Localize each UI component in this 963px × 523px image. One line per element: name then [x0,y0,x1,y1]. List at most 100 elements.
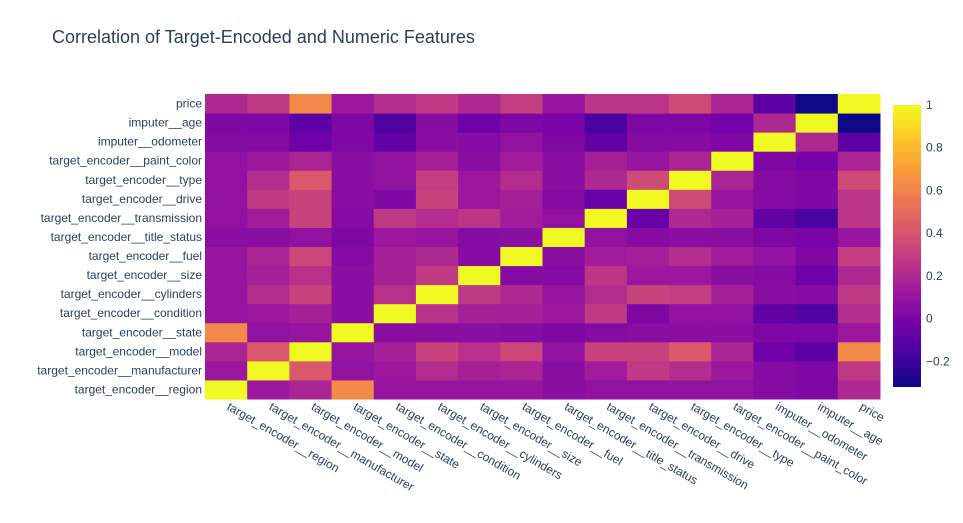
heatmap-cell [753,170,797,190]
heatmap-cell [205,94,248,114]
heatmap-cell [542,227,586,247]
heatmap-cell [458,132,501,152]
heatmap-cell [247,246,290,267]
heatmap-cell [458,360,501,381]
heatmap-cell [584,113,628,133]
heatmap-cell [753,265,797,286]
heatmap-cell [542,379,586,400]
heatmap-cell [795,132,839,152]
heatmap-cell [415,151,459,171]
heatmap-cell [626,170,670,190]
heatmap-cell [331,170,375,190]
heatmap-cell [247,151,290,171]
heatmap-cell [711,113,754,133]
heatmap-cell [415,170,459,190]
heatmap-cell [669,132,712,152]
heatmap-cell [795,170,839,190]
heatmap-cell [500,246,543,267]
heatmap-cell [500,341,543,362]
heatmap-cell [669,322,712,343]
heatmap-cell [837,189,881,209]
heatmap-cell [331,151,375,171]
heatmap-cell [669,227,712,247]
heatmap-cell [626,341,670,362]
heatmap-cell [500,303,543,324]
heatmap-cell [753,227,797,247]
heatmap-cell [626,113,670,133]
heatmap-cell [795,151,839,171]
y-tick-label: target_encoder__condition [60,306,202,320]
colorbar-gradient [893,105,921,387]
heatmap-cell [542,341,586,362]
heatmap-cell [584,303,628,324]
heatmap-cell [373,360,417,381]
heatmap-cell [247,94,290,114]
heatmap-cell [458,303,501,324]
heatmap-cell [795,322,839,343]
heatmap-cell [753,151,797,171]
heatmap-cell [205,113,248,133]
heatmap-cell [626,189,670,209]
heatmap-cell [247,379,290,400]
heatmap-cell [331,265,375,286]
heatmap-cell [458,151,501,171]
heatmap-cell [795,189,839,209]
heatmap-cell [669,284,712,305]
heatmap-cell [711,189,754,209]
colorbar-tick-label: 0.4 [926,226,943,240]
heatmap-cell [669,208,712,228]
heatmap-cell [795,94,839,114]
heatmap-cell [205,132,248,152]
heatmap-cell [373,132,417,152]
y-tick-label: target_encoder__manufacturer [37,363,202,377]
heatmap-cell [837,284,881,305]
heatmap-cell [669,265,712,286]
heatmap-cell [669,113,712,133]
heatmap-cell [542,132,586,152]
heatmap-cell [373,284,417,305]
y-tick-label: imputer__age [129,116,203,130]
heatmap-cell [584,284,628,305]
heatmap-cell [542,94,586,114]
colorbar-tick-label: 0 [926,312,933,326]
heatmap-cell [837,94,881,114]
heatmap-cell [711,303,754,324]
heatmap-cell [247,360,290,381]
heatmap-cell [711,208,754,228]
y-tick-label: target_encoder__drive [82,192,202,206]
heatmap-cell [247,113,290,133]
heatmap-cell [331,322,375,343]
chart-title: Correlation of Target-Encoded and Numeri… [52,27,475,47]
heatmap-cell [247,208,290,228]
heatmap-cell [626,151,670,171]
heatmap-cell [205,284,248,305]
heatmap-cell [415,341,459,362]
heatmap-cell [837,113,881,133]
heatmap-cell [837,341,881,362]
heatmap-cell [626,284,670,305]
heatmap-cell [795,246,839,267]
heatmap-cell [289,189,333,209]
heatmap-cell [542,303,586,324]
heatmap-cell [626,132,670,152]
x-tick-label: price [857,399,887,424]
heatmap-cell [542,265,586,286]
heatmap-cell [584,265,628,286]
heatmap-cell [500,227,543,247]
heatmap-cell [711,227,754,247]
colorbar-tick-label: 0.2 [926,269,943,283]
heatmap-cell [500,132,543,152]
heatmap-cell [711,246,754,267]
y-tick-label: target_encoder__type [85,173,202,187]
heatmap-cell [837,322,881,343]
heatmap-cell [458,94,501,114]
heatmap-cell [247,227,290,247]
heatmap-cell [542,170,586,190]
heatmap-cell [753,379,797,400]
heatmap-cell [584,208,628,228]
heatmap-cell [415,322,459,343]
heatmap-cell [584,322,628,343]
heatmap-cell [669,189,712,209]
heatmap-cell [289,132,333,152]
